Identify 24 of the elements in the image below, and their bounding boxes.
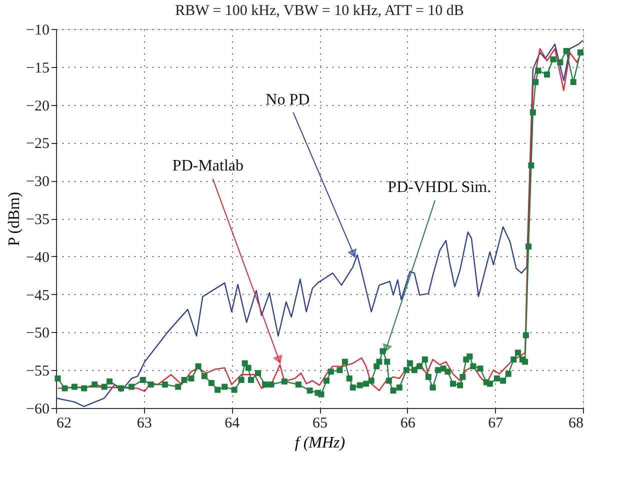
y-tick-label: −15 [26,60,50,76]
chart-title: RBW = 100 kHz, VBW = 10 kHz, ATT = 10 dB [175,3,464,19]
x-tick-label: 68 [568,416,584,432]
y-tick-label: −50 [26,326,50,342]
y-tick-label: −10 [26,22,50,38]
y-axis-title: P (dBm) [6,192,24,246]
annotation: PD-VHDL Sim. [388,179,492,196]
annotation: PD-Matlab [172,158,244,175]
y-tick-label: −40 [26,250,50,266]
y-tick-label: −25 [26,136,50,152]
x-tick-label: 64 [224,416,240,432]
x-axis-title: f (MHz) [294,434,346,452]
y-tick-label: −30 [26,174,50,190]
y-tick-label: −45 [26,288,50,304]
y-tick-label: −20 [26,98,50,114]
x-tick-label: 62 [56,416,72,432]
x-tick-label: 63 [136,416,152,432]
x-tick-label: 65 [312,416,328,432]
x-tick-label: 66 [400,416,416,432]
x-tick-label: 67 [488,416,504,432]
annotation: No PD [266,91,310,108]
y-tick-label: −55 [26,364,50,380]
y-tick-label: −35 [26,212,50,228]
y-tick-label: −60 [26,402,50,418]
